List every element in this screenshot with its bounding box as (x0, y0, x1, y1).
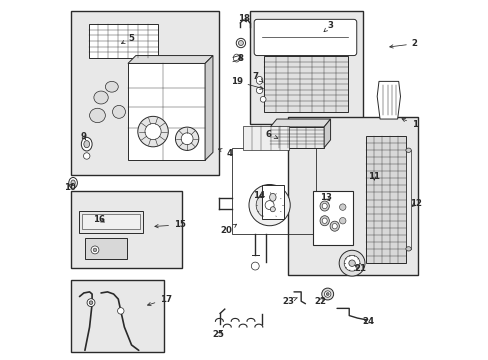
Ellipse shape (233, 54, 239, 62)
Text: 6: 6 (265, 130, 277, 139)
Bar (82, 215, 140, 229)
Polygon shape (324, 119, 330, 148)
Text: 2: 2 (389, 39, 417, 48)
Bar (287, 117, 418, 275)
Ellipse shape (260, 96, 265, 102)
Text: 7: 7 (252, 72, 263, 82)
Ellipse shape (89, 108, 105, 123)
Ellipse shape (105, 81, 118, 92)
Text: 10: 10 (63, 183, 75, 192)
Text: 22: 22 (314, 297, 326, 306)
Ellipse shape (91, 246, 99, 254)
Bar (270, 127, 324, 148)
Text: 21: 21 (353, 265, 365, 274)
Ellipse shape (138, 116, 168, 147)
Text: 11: 11 (367, 172, 380, 181)
Text: 1: 1 (401, 118, 417, 129)
Bar (231, 148, 316, 234)
Ellipse shape (322, 218, 326, 224)
Ellipse shape (344, 255, 359, 271)
Bar (85, 238, 127, 259)
Bar (70, 191, 182, 268)
Text: 19: 19 (230, 77, 263, 89)
Text: 15: 15 (155, 220, 185, 229)
Ellipse shape (339, 204, 346, 210)
Text: 24: 24 (362, 317, 373, 326)
Text: 14: 14 (252, 191, 264, 200)
Ellipse shape (319, 201, 329, 211)
Ellipse shape (83, 140, 89, 148)
Text: 17: 17 (147, 294, 172, 306)
Text: 20: 20 (220, 224, 236, 235)
Bar (88, 24, 158, 58)
Bar (249, 12, 362, 125)
Ellipse shape (329, 221, 339, 231)
Bar (70, 12, 219, 175)
Ellipse shape (71, 180, 75, 186)
Bar (264, 56, 348, 112)
Ellipse shape (236, 39, 245, 48)
Bar (242, 126, 289, 149)
Ellipse shape (339, 217, 346, 224)
Ellipse shape (117, 308, 124, 314)
Text: 23: 23 (282, 297, 297, 306)
Ellipse shape (83, 153, 90, 159)
Polygon shape (128, 55, 212, 63)
Ellipse shape (93, 248, 97, 252)
Ellipse shape (238, 41, 243, 45)
Ellipse shape (256, 192, 283, 219)
Ellipse shape (405, 148, 410, 152)
Bar (366, 136, 405, 263)
Ellipse shape (269, 193, 276, 201)
Ellipse shape (322, 203, 326, 209)
Ellipse shape (325, 293, 328, 296)
Polygon shape (204, 55, 212, 160)
Bar (405, 150, 410, 249)
Bar (79, 211, 143, 233)
Ellipse shape (251, 262, 259, 270)
Ellipse shape (270, 207, 275, 212)
Text: 4: 4 (218, 149, 232, 158)
Ellipse shape (144, 123, 161, 140)
Ellipse shape (321, 288, 333, 300)
Ellipse shape (248, 184, 290, 226)
Ellipse shape (256, 76, 262, 84)
Polygon shape (270, 119, 330, 127)
Ellipse shape (69, 177, 77, 188)
Ellipse shape (348, 260, 355, 266)
Ellipse shape (175, 127, 198, 150)
Text: 3: 3 (324, 21, 333, 32)
Ellipse shape (256, 87, 262, 94)
Text: 5: 5 (121, 34, 134, 44)
Bar (261, 185, 284, 220)
Ellipse shape (324, 291, 330, 297)
Polygon shape (376, 81, 400, 119)
Ellipse shape (264, 201, 274, 210)
Bar (312, 191, 352, 245)
Text: 12: 12 (409, 199, 421, 208)
Ellipse shape (405, 247, 410, 251)
Bar (128, 63, 204, 160)
Bar (70, 280, 163, 352)
Text: 9: 9 (81, 132, 87, 141)
Ellipse shape (87, 299, 95, 307)
Ellipse shape (339, 250, 364, 276)
Text: 25: 25 (212, 330, 224, 339)
Text: 13: 13 (320, 193, 331, 202)
Ellipse shape (81, 137, 92, 151)
Text: 16: 16 (93, 215, 105, 224)
Text: 8: 8 (237, 54, 243, 63)
Ellipse shape (94, 91, 108, 104)
Ellipse shape (331, 224, 337, 229)
Text: 18: 18 (238, 14, 250, 23)
Ellipse shape (112, 105, 125, 118)
Ellipse shape (319, 216, 329, 226)
FancyBboxPatch shape (254, 19, 356, 55)
Ellipse shape (89, 301, 93, 305)
Ellipse shape (181, 133, 193, 145)
